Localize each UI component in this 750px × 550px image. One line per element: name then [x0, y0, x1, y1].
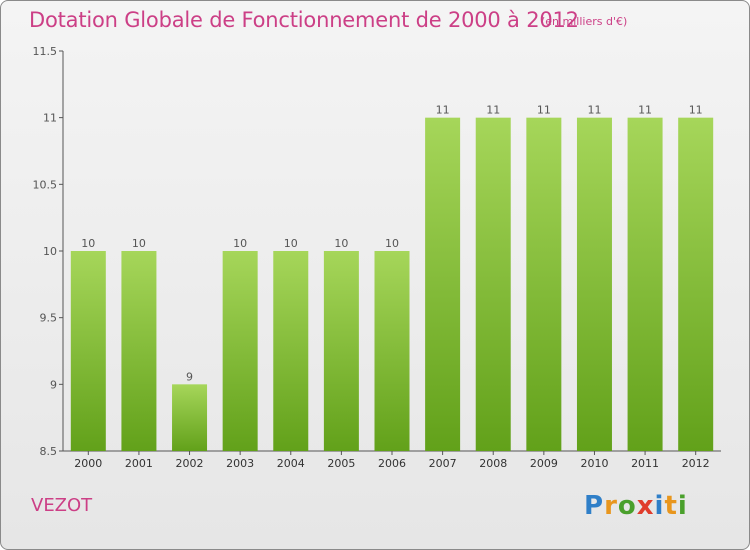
x-tick-label: 2000: [74, 457, 102, 470]
data-label: 11: [436, 104, 450, 117]
data-label: 11: [689, 104, 703, 117]
x-tick-label: 2001: [125, 457, 153, 470]
bar-2002: [172, 384, 208, 451]
bar-2007: [425, 117, 461, 452]
chart-subtitle: (en milliers d'€): [541, 15, 628, 28]
data-label: 11: [537, 104, 551, 117]
x-tick-label: 2010: [580, 457, 608, 470]
data-label: 10: [233, 237, 247, 250]
x-tick-label: 2007: [429, 457, 457, 470]
data-label: 11: [587, 104, 601, 117]
bar-2008: [475, 117, 511, 452]
data-label: 10: [81, 237, 95, 250]
data-label: 11: [486, 104, 500, 117]
data-label: 11: [638, 104, 652, 117]
data-label: 10: [334, 237, 348, 250]
y-tick-label: 8.5: [40, 445, 58, 458]
x-tick-label: 2012: [682, 457, 710, 470]
bar-2000: [70, 251, 106, 451]
y-tick-label: 10.5: [33, 178, 58, 191]
y-tick-label: 11.5: [33, 45, 58, 58]
y-tick-label: 10: [43, 245, 57, 258]
bar-2010: [576, 117, 612, 452]
plot-area: 8.5 9 9.5 10 10.5 11 11.5 10 2000 10 2001 9 2002 10 20…: [33, 45, 721, 470]
bar-2003: [222, 251, 258, 451]
data-label: 10: [385, 237, 399, 250]
x-tick-label: 2009: [530, 457, 558, 470]
data-label: 9: [186, 370, 193, 383]
commune-name: VEZOT: [31, 495, 93, 516]
bar-2012: [678, 117, 714, 452]
x-tick-label: 2008: [479, 457, 507, 470]
x-tick-label: 2004: [277, 457, 305, 470]
y-tick-label: 11: [43, 112, 57, 125]
chart-title: Dotation Globale de Fonctionnement de 20…: [29, 8, 579, 32]
bar-2009: [526, 117, 562, 452]
data-label: 10: [284, 237, 298, 250]
bar-2005: [323, 251, 359, 451]
x-tick-label: 2005: [327, 457, 355, 470]
bar-2011: [627, 117, 663, 452]
x-tick-label: 2002: [176, 457, 204, 470]
bar-2001: [121, 251, 157, 451]
x-tick-label: 2006: [378, 457, 406, 470]
x-tick-label: 2011: [631, 457, 659, 470]
x-tick-label: 2003: [226, 457, 254, 470]
y-tick-label: 9.5: [40, 312, 58, 325]
proxiti-logo: Proxiti: [584, 491, 688, 521]
data-label: 10: [132, 237, 146, 250]
y-tick-label: 9: [50, 378, 57, 391]
bar-2004: [273, 251, 309, 451]
bar-2006: [374, 251, 410, 451]
